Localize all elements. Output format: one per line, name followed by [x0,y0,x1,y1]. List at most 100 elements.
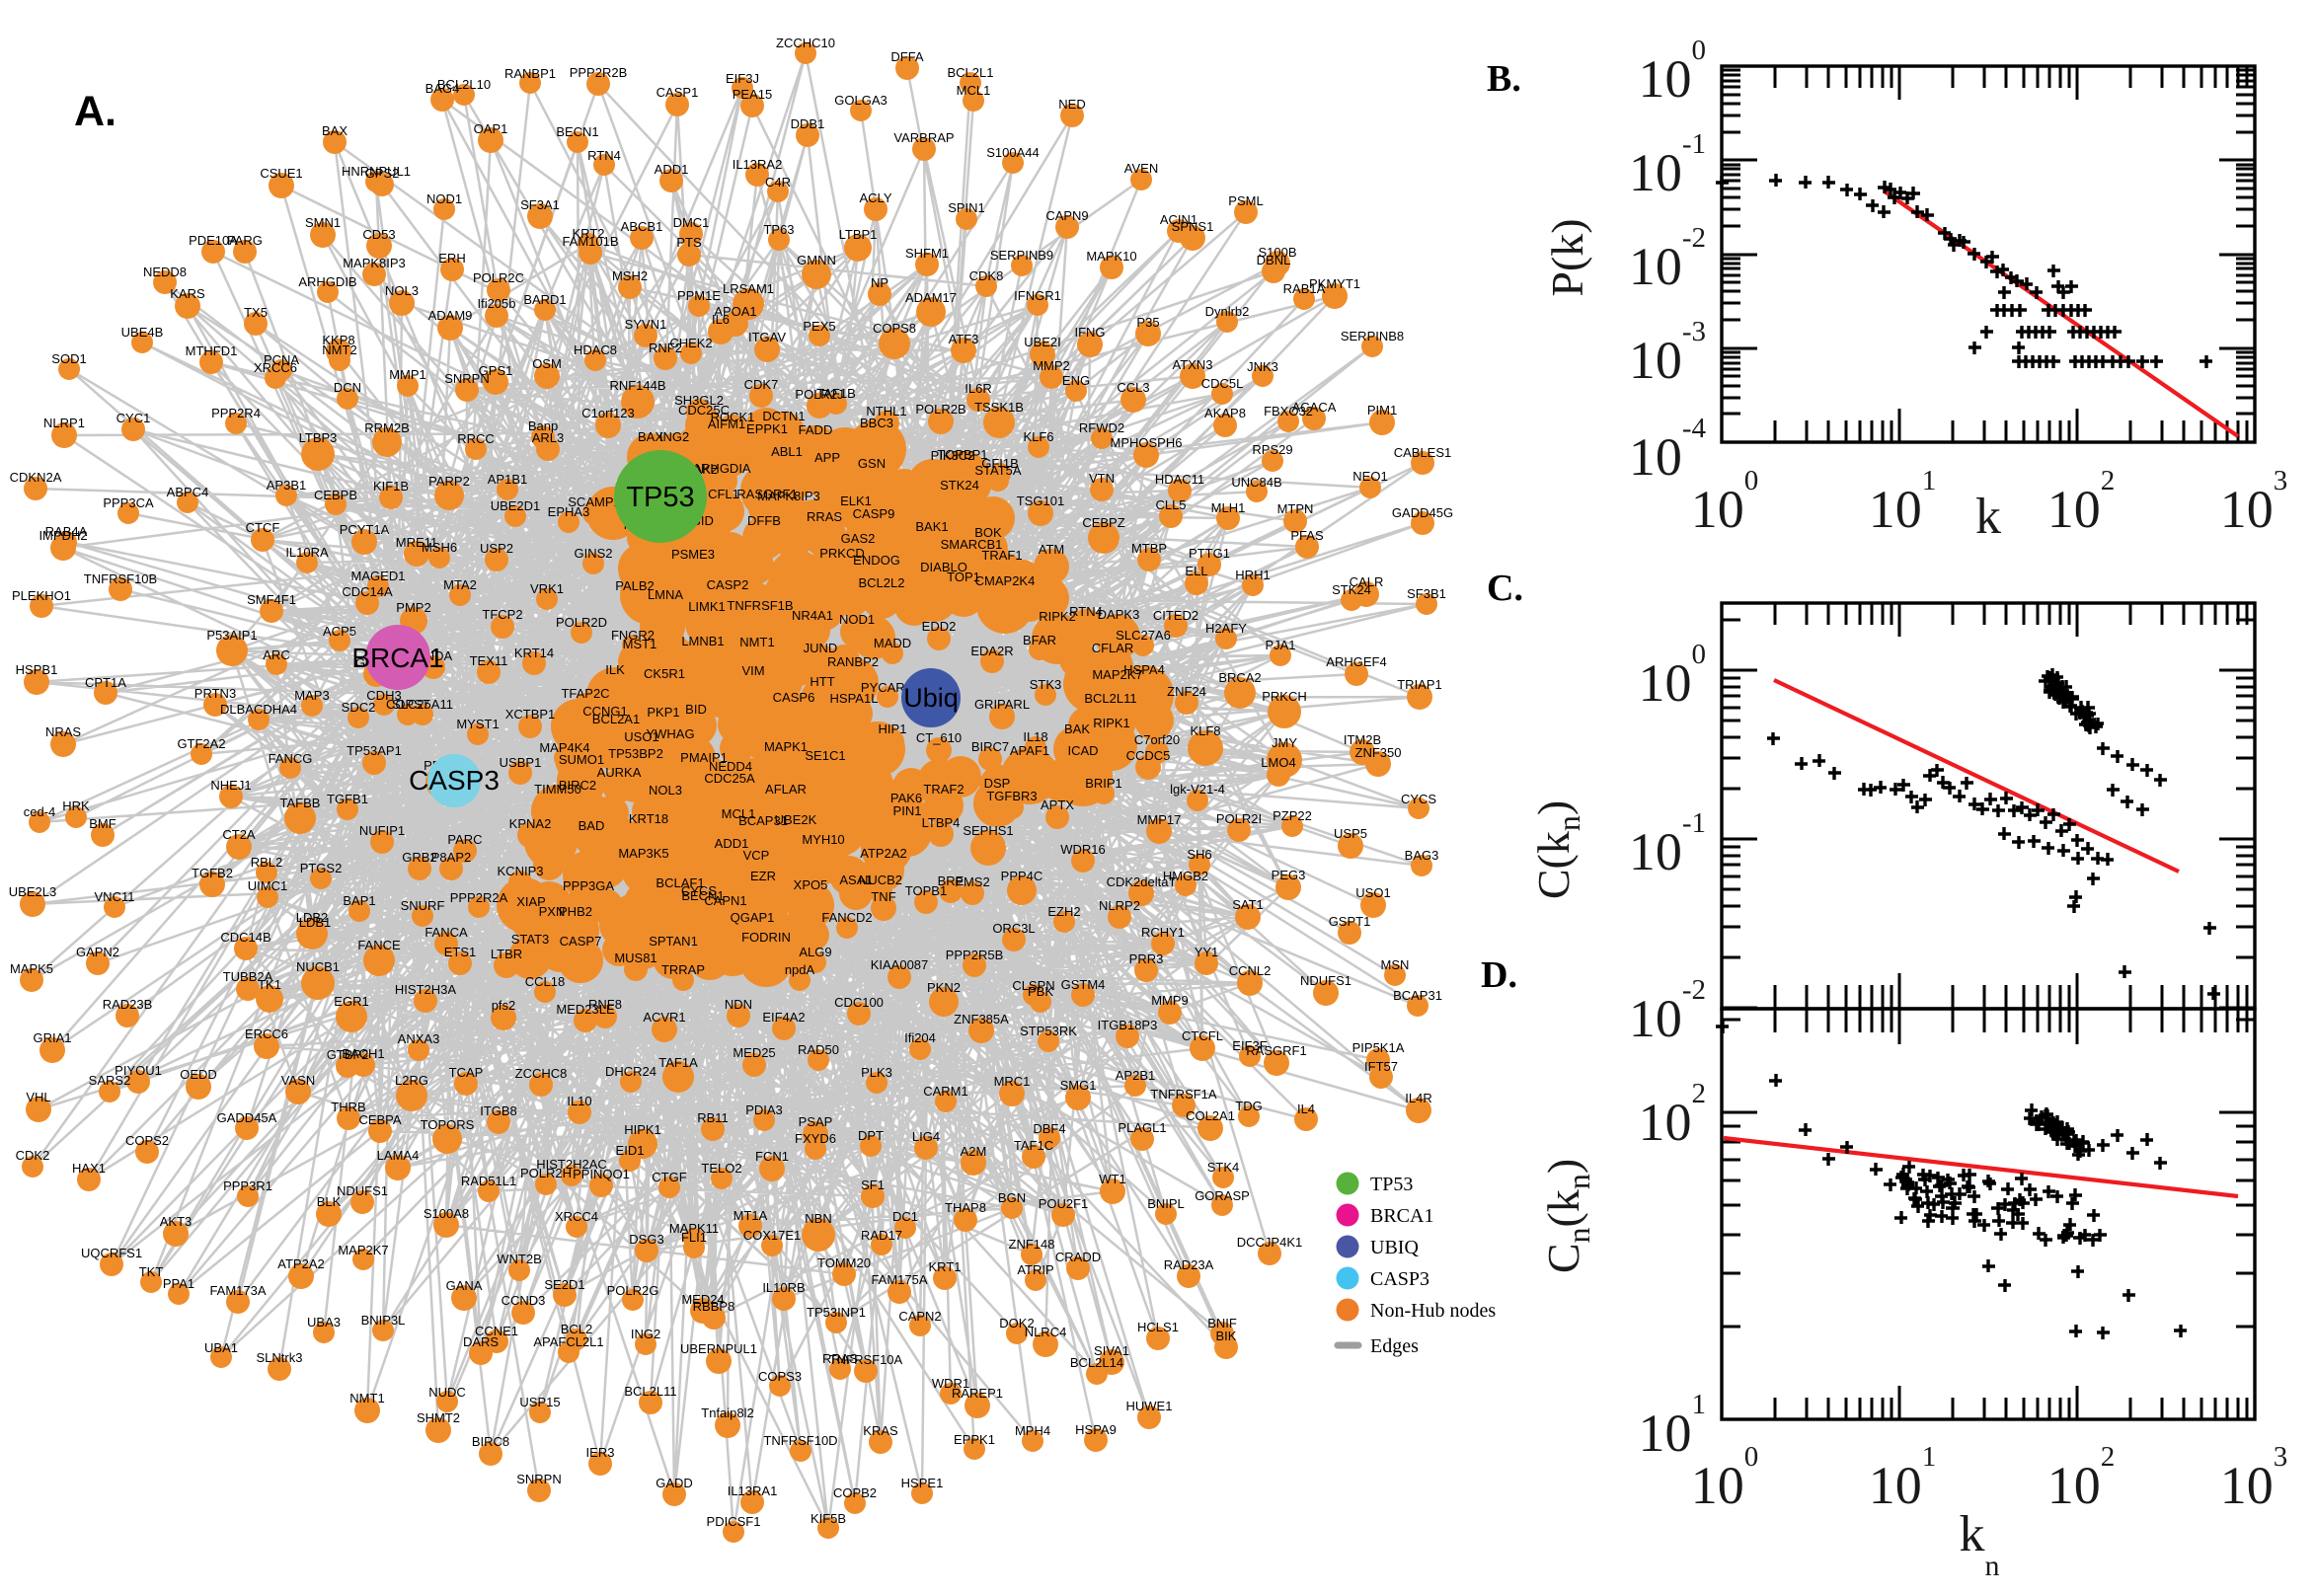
svg-text:CTCF: CTCF [246,520,280,535]
svg-text:WT1: WT1 [1099,1172,1125,1186]
svg-text:PRKCH: PRKCH [1262,689,1307,704]
svg-text:DCTN1: DCTN1 [762,409,805,423]
svg-text:SPTAN1: SPTAN1 [649,934,698,949]
svg-text:USP15: USP15 [519,1395,560,1409]
svg-text:ROCK1: ROCK1 [711,410,755,424]
svg-text:TGFB1: TGFB1 [327,792,368,806]
svg-text:SAT1: SAT1 [1232,897,1264,912]
svg-text:PPP3GA: PPP3GA [563,878,614,893]
svg-text:NLRC4: NLRC4 [1025,1325,1067,1339]
svg-text:TSSK1B: TSSK1B [974,400,1024,415]
svg-text:YY1: YY1 [1195,945,1219,959]
svg-text:CMAP2K4: CMAP2K4 [975,573,1036,588]
svg-text:UIMC1: UIMC1 [248,878,287,893]
svg-text:CABLES1: CABLES1 [1394,445,1452,460]
svg-text:DFFA: DFFA [890,49,924,64]
svg-text:PRTN3: PRTN3 [194,686,236,701]
svg-text:POU2F1: POU2F1 [1039,1196,1089,1211]
svg-text:PHB2: PHB2 [559,904,592,919]
svg-text:IL13RA2: IL13RA2 [733,157,783,172]
svg-text:TRRAP: TRRAP [661,962,705,977]
svg-text:HIPK1: HIPK1 [624,1122,661,1137]
svg-text:ARC: ARC [263,647,289,662]
svg-text:EPPK1: EPPK1 [954,1432,995,1447]
svg-text:AP1B1: AP1B1 [488,472,527,487]
svg-text:IL18: IL18 [1023,729,1047,744]
svg-text:RNF8: RNF8 [588,997,622,1012]
svg-text:BIRC2: BIRC2 [559,778,596,793]
svg-text:FBXO32: FBXO32 [1264,404,1313,418]
svg-text:BCL2: BCL2 [561,1322,593,1336]
svg-text:TAF1C: TAF1C [1014,1138,1053,1153]
svg-text:ASA1: ASA1 [839,873,872,887]
svg-text:ZNF24: ZNF24 [1167,684,1206,699]
svg-text:MRE11: MRE11 [396,535,437,550]
svg-text:C.: C. [1487,568,1523,609]
svg-text:GMNN: GMNN [797,253,836,267]
svg-text:SMN1: SMN1 [305,215,341,230]
svg-text:PARP2: PARP2 [428,474,470,489]
svg-text:ATXN3: ATXN3 [1173,357,1213,372]
svg-text:TOPORS: TOPORS [421,1117,475,1132]
svg-text:ITM2B: ITM2B [1344,732,1381,747]
svg-text:NEO1: NEO1 [1352,469,1387,484]
svg-text:TGFBR3: TGFBR3 [986,789,1037,803]
svg-text:NBN: NBN [805,1211,831,1226]
svg-text:MLH1: MLH1 [1211,500,1246,515]
svg-text:BRCA1: BRCA1 [351,643,443,673]
svg-text:PARG: PARG [227,233,263,248]
svg-text:XRCC6: XRCC6 [254,360,297,375]
svg-text:BECN1: BECN1 [556,124,598,139]
svg-text:CEBPZ: CEBPZ [1082,515,1124,530]
svg-text:RNF2: RNF2 [649,341,682,355]
svg-text:CCL3: CCL3 [1117,380,1149,395]
svg-text:HSPB1: HSPB1 [16,662,58,677]
svg-text:MED23LE: MED23LE [556,1002,615,1017]
svg-text:CEBPA: CEBPA [358,1112,401,1127]
svg-text:SUMO1: SUMO1 [559,752,604,767]
svg-text:RIPK1: RIPK1 [1093,716,1130,730]
svg-text:RFWD2: RFWD2 [1079,420,1124,435]
svg-text:TP53INP1: TP53INP1 [807,1305,866,1320]
svg-text:DARS: DARS [463,1334,499,1349]
svg-text:KIAA0087: KIAA0087 [871,957,929,972]
svg-text:CDK7: CDK7 [744,377,779,392]
svg-text:BIRC8: BIRC8 [472,1434,509,1449]
svg-text:TP53: TP53 [1370,1174,1413,1195]
svg-text:ATM: ATM [1039,542,1064,557]
svg-text:PDIA3: PDIA3 [745,1102,783,1117]
svg-text:PIK3C2: PIK3C2 [931,448,975,463]
svg-text:GANA: GANA [446,1278,483,1293]
svg-text:CDC14B: CDC14B [220,930,270,945]
svg-text:TUBB2A: TUBB2A [223,969,273,984]
svg-text:PMAIP1: PMAIP1 [680,750,728,765]
svg-text:CDH3: CDH3 [366,688,401,703]
svg-text:ENDOG: ENDOG [853,553,900,568]
svg-text:VHL: VHL [26,1090,50,1104]
svg-text:COPS8: COPS8 [873,321,916,336]
svg-text:BCL2L11: BCL2L11 [1084,691,1136,706]
svg-text:BOK: BOK [974,525,1002,540]
svg-text:CAPN1: CAPN1 [704,893,746,908]
svg-text:PPP4C: PPP4C [1001,869,1043,883]
svg-text:AIFM1: AIFM1 [708,417,745,431]
svg-text:POLR2D: POLR2D [556,615,607,630]
svg-text:MPH4: MPH4 [1015,1423,1050,1438]
svg-text:MST1: MST1 [623,637,657,651]
svg-text:USBP1: USBP1 [500,755,542,770]
svg-text:ITGB8: ITGB8 [480,1103,517,1118]
svg-text:RAD17: RAD17 [861,1228,902,1243]
svg-text:CASP6: CASP6 [773,690,815,705]
svg-text:BRCA2: BRCA2 [1218,670,1261,685]
svg-text:SARS2: SARS2 [89,1073,131,1088]
svg-text:RAREP1: RAREP1 [952,1386,1003,1401]
svg-text:S100A8: S100A8 [424,1206,469,1221]
svg-text:SF1: SF1 [861,1178,885,1192]
svg-text:SERPINB9: SERPINB9 [990,248,1053,263]
svg-text:GADD45G: GADD45G [1392,505,1453,520]
svg-text:GTBP2: GTBP2 [327,1047,369,1062]
svg-text:MAP3K5: MAP3K5 [618,846,668,861]
svg-text:SH6: SH6 [1187,847,1211,862]
svg-text:LMNA: LMNA [648,587,683,602]
svg-text:TOPB1: TOPB1 [905,883,947,898]
